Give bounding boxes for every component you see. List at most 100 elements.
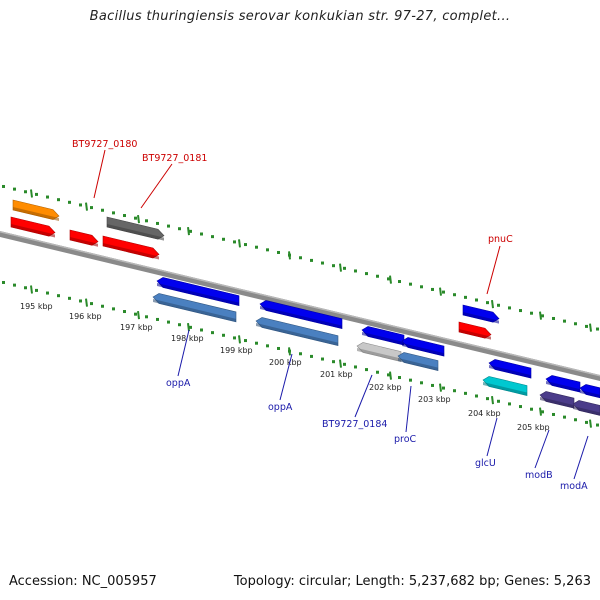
ruler-dot [398, 280, 401, 284]
ruler-dot [574, 418, 577, 422]
gene-feature [545, 375, 581, 393]
ruler-tick [85, 298, 88, 307]
ruler-tick [288, 347, 291, 356]
ruler-dot [464, 391, 467, 395]
ruler-dot [387, 277, 390, 281]
ruler-dot [453, 293, 456, 297]
gene-label-leader [405, 385, 412, 433]
gene-feature [10, 216, 56, 238]
ruler-dot [35, 288, 38, 292]
ruler-dot [145, 315, 148, 319]
gene-arrow-shadow [107, 224, 164, 241]
ruler-dot [299, 256, 302, 260]
ruler-tick [85, 202, 88, 211]
gene-label: oppA [268, 402, 293, 413]
gene-arrow-shadow [580, 390, 600, 398]
ruler-tick [238, 335, 241, 344]
ruler-dot [189, 325, 192, 329]
gene-feature [539, 391, 575, 409]
ruler-dot [57, 198, 60, 202]
gene-label: BT9727_0181 [142, 153, 207, 164]
ruler-dot [343, 266, 346, 270]
ruler-dot [376, 274, 379, 278]
ruler-tick [539, 311, 542, 320]
ruler-tick [439, 287, 442, 296]
gene-feature [462, 304, 500, 324]
ruler-dot [68, 296, 71, 300]
gene-feature [356, 342, 402, 362]
ruler-label: 205 kbp [517, 423, 550, 432]
ruler-dot [200, 232, 203, 236]
gene-feature [255, 317, 339, 347]
ruler-dot [574, 322, 577, 326]
ruler-dot [134, 312, 137, 316]
gene-arrow-shadow [540, 397, 574, 409]
ruler-dot [266, 248, 269, 252]
ruler-dot [277, 250, 280, 254]
ruler-tick [187, 226, 190, 236]
ruler-dot [123, 214, 126, 218]
gene-arrow-shadow [483, 382, 527, 396]
ruler-dot [409, 378, 412, 382]
ruler-dot [354, 269, 357, 273]
ruler-dot [167, 320, 170, 324]
gene-feature [152, 293, 237, 323]
gene-arrow-shadow [153, 299, 236, 322]
ruler-dot [310, 354, 313, 358]
ruler-dot [79, 203, 82, 207]
gene-arrow-shadow [398, 358, 438, 371]
ruler-dot [596, 423, 599, 427]
ruler-dot [244, 243, 247, 247]
ruler-dot [90, 302, 93, 306]
ruler-dot [211, 235, 214, 239]
ruler-dot [46, 291, 49, 295]
ruler-dot [596, 327, 599, 331]
ruler-tick [491, 299, 494, 309]
ruler-dot [486, 301, 489, 305]
gene-label: modA [560, 481, 588, 492]
gene-arrow-shadow [13, 207, 59, 222]
ruler-dot [552, 412, 555, 416]
ruler-label: 200 kbp [269, 358, 302, 367]
ruler-dot [211, 331, 214, 335]
gene-label-leader [486, 417, 498, 457]
map-title: Bacillus thuringiensis serovar konkukian… [89, 9, 511, 24]
ruler-dot [332, 264, 335, 268]
gene-arrow-shadow [70, 237, 98, 247]
gene-feature [458, 321, 492, 340]
ruler-tick [339, 263, 342, 272]
gene-arrow-shadow [103, 243, 159, 260]
gene-arrow-shadow [463, 312, 499, 324]
ruler-dot [365, 368, 368, 372]
gene-arrow-shadow [573, 406, 600, 416]
ruler-label: 202 kbp [369, 383, 402, 392]
ruler-dot [222, 333, 225, 337]
gene-feature [106, 216, 165, 241]
ruler-dot [134, 216, 137, 220]
gene-feature [259, 300, 343, 330]
ruler-tick [137, 214, 140, 224]
ruler-dot [519, 309, 522, 313]
gene-feature [579, 384, 600, 399]
ruler-dot [222, 237, 225, 241]
gene-arrow-shadow [489, 365, 531, 379]
ruler-dot [189, 229, 192, 233]
gene-arrow-shadow [260, 306, 342, 329]
ruler-dot [299, 352, 302, 356]
ruler-dot [156, 317, 159, 321]
ruler-dot [112, 211, 115, 215]
gene-label: pnuC [488, 234, 513, 245]
gene-label-leader [354, 374, 373, 418]
ruler-dot [68, 200, 71, 204]
ruler-dot [563, 415, 566, 419]
ruler-dot [112, 307, 115, 311]
gene-label: modB [525, 470, 553, 481]
ruler-dot [255, 341, 258, 345]
ruler-dot [497, 303, 500, 307]
ruler-dot [387, 373, 390, 377]
gene-feature [12, 199, 60, 222]
ruler-tick [589, 419, 592, 428]
ruler-dot [24, 190, 27, 194]
ruler-label: 195 kbp [20, 302, 53, 311]
